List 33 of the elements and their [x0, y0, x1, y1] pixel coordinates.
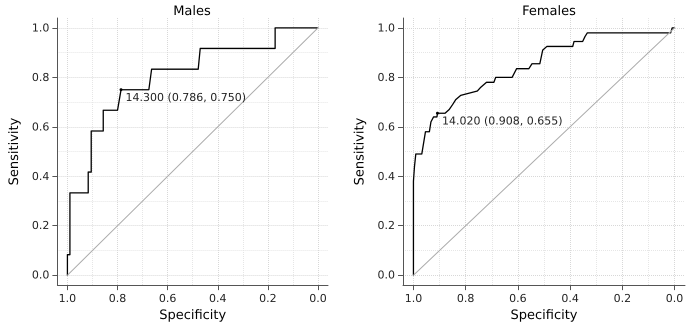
x-axis-title: Specificity	[159, 308, 227, 323]
y-tick-label: 0.4	[32, 170, 50, 183]
x-tick-label: 0.0	[666, 292, 684, 306]
x-tick-label: 1.0	[58, 292, 76, 306]
y-tick-label: 0.8	[32, 70, 50, 84]
x-axis-title: Specificity	[510, 308, 578, 323]
x-tick-label: 0.4	[209, 292, 227, 306]
x-tick-label: 0.6	[509, 292, 527, 306]
y-tick-label: 0.0	[32, 268, 50, 282]
y-tick-label: 0.6	[32, 120, 50, 134]
y-axis-title: Sensitivity	[7, 117, 22, 186]
annotation: 14.020 (0.908, 0.655)	[442, 114, 563, 128]
line-series	[412, 27, 676, 276]
annotation: 14.300 (0.786, 0.750)	[126, 91, 246, 104]
x-tick-label: 0.2	[614, 292, 632, 306]
x-tick-label: 0.2	[259, 292, 277, 306]
x-tick-label: 0.8	[108, 292, 126, 306]
x-tick-label: 0.6	[158, 292, 176, 306]
x-tick-label: 0.8	[456, 292, 474, 306]
x-tick-label: 0.4	[561, 292, 579, 306]
y-tick-label: 1.0	[32, 21, 50, 34]
y-tick-label: 0.4	[378, 170, 395, 183]
y-tick-label: 0.0	[378, 268, 395, 282]
x-tick-label: 1.0	[404, 292, 422, 306]
y-tick-label: 0.2	[378, 219, 395, 232]
y-axis-title: Sensitivity	[352, 117, 368, 186]
y-tick-label: 0.8	[378, 70, 395, 84]
y-tick-label: 1.0	[378, 21, 395, 34]
chart-title: Males	[173, 4, 212, 19]
chart-title: Females	[522, 4, 576, 19]
x-tick-label: 0.0	[309, 292, 327, 306]
y-tick-label: 0.2	[32, 219, 50, 232]
y-tick-label: 0.6	[378, 120, 395, 134]
